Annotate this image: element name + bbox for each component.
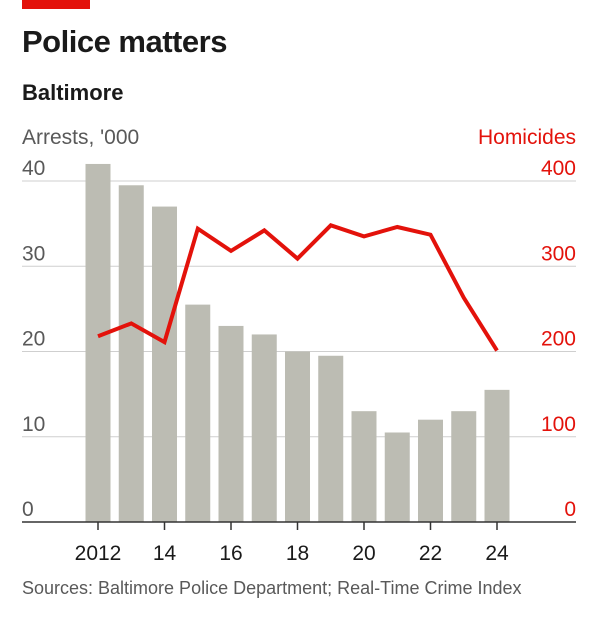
arrests-bar <box>185 304 211 522</box>
right-tick-label: 400 <box>541 157 576 180</box>
arrests-bar <box>152 206 177 522</box>
source-note: Sources: Baltimore Police Department; Re… <box>22 578 522 598</box>
homicides-line-group <box>97 223 499 352</box>
right-tick-label: 200 <box>541 328 576 351</box>
arrests-bar <box>251 334 277 522</box>
left-tick-label: 20 <box>22 328 45 351</box>
left-axis-title: Arrests, '000 <box>22 126 139 149</box>
brand-accent-bar <box>22 0 90 9</box>
x-tick-label: 16 <box>219 542 242 565</box>
x-tick-label: 22 <box>419 542 442 565</box>
arrests-bar <box>384 432 410 522</box>
x-tick-label: 18 <box>286 542 309 565</box>
arrests-bar <box>451 411 477 522</box>
left-tick-label: 30 <box>22 242 45 265</box>
arrests-bar <box>484 389 510 522</box>
x-tick-label: 20 <box>352 542 375 565</box>
arrests-bar <box>118 185 144 522</box>
arrests-bars <box>85 163 510 522</box>
arrests-bar <box>318 355 344 522</box>
arrests-bar <box>285 351 310 522</box>
axis-ticks: 0 0 10 100 20 200 30 300 40 400 2012 14 16 18 20 22 24 <box>22 157 576 565</box>
right-tick-label: 300 <box>541 242 576 265</box>
arrests-bar <box>351 411 377 522</box>
left-tick-label: 0 <box>22 498 34 521</box>
left-tick-label: 10 <box>22 413 45 436</box>
right-tick-label: 0 <box>564 498 576 521</box>
chart-title: Police matters <box>22 24 227 59</box>
x-tick-label: 24 <box>485 542 509 565</box>
left-tick-label: 40 <box>22 157 45 180</box>
chart-subtitle: Baltimore <box>22 80 124 105</box>
x-tick-label: 14 <box>153 542 177 565</box>
right-axis-title: Homicides <box>478 126 576 149</box>
arrests-bar <box>85 163 111 522</box>
arrests-bar <box>418 419 443 522</box>
arrests-bar <box>218 325 244 522</box>
x-tick-label: 2012 <box>75 542 122 565</box>
right-tick-label: 100 <box>541 413 576 436</box>
